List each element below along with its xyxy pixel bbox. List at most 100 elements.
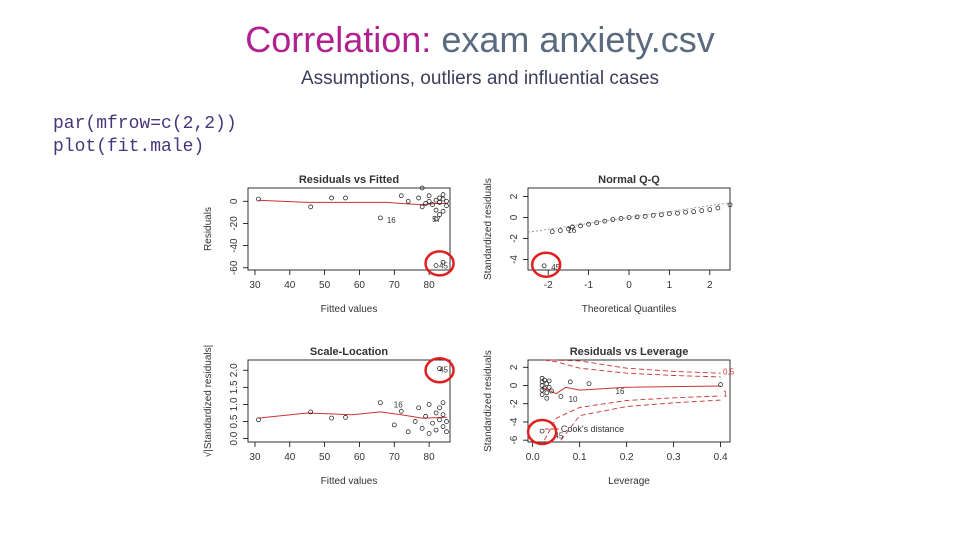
- data-point: [329, 415, 334, 421]
- data-point: [256, 196, 261, 202]
- diagnostic-plots: Residuals vs Fitted Fitted values Residual…: [202, 174, 735, 487]
- data-point: [586, 221, 591, 227]
- data-point: [691, 209, 696, 215]
- data-point: [549, 229, 555, 234]
- point-label: 45: [439, 366, 448, 375]
- qq-reference-line: [527, 202, 731, 233]
- data-point: [727, 202, 733, 208]
- data-point: [718, 382, 723, 387]
- x-tick-label: 30: [249, 452, 261, 463]
- y-tick-label: -2: [509, 399, 520, 408]
- cooks-distance-contour: [560, 399, 721, 441]
- plot-frame: [527, 359, 731, 443]
- data-point: [405, 198, 411, 204]
- x-tick-label: 50: [319, 280, 331, 291]
- data-point: [567, 379, 573, 385]
- cooks-distance-contour: [551, 359, 721, 374]
- code-line-2: plot(fit.male): [53, 137, 205, 157]
- plot-panel-4: Residuals vs Leverage Leverage Standardize…: [483, 346, 735, 487]
- data-point: [557, 228, 563, 233]
- data-point: [699, 208, 705, 213]
- data-point: [546, 378, 552, 384]
- x-axis-label: Fitted values: [321, 304, 378, 315]
- data-point: [541, 263, 547, 269]
- x-tick-label: -2: [544, 280, 553, 291]
- data-point: [377, 400, 383, 406]
- x-tick-label: 60: [354, 280, 366, 291]
- data-point: [539, 392, 545, 397]
- smoothed-trend-line: [258, 199, 447, 206]
- y-tick-label: -20: [229, 216, 240, 231]
- title-accent: Correlation:: [245, 19, 432, 60]
- data-point: [610, 217, 616, 222]
- data-point: [433, 207, 439, 213]
- data-point: [437, 212, 442, 217]
- smoothed-trend-line: [541, 385, 721, 395]
- data-point: [426, 431, 432, 436]
- data-point: [542, 377, 547, 383]
- x-tick-label: 0.3: [667, 452, 681, 463]
- data-point: [618, 216, 624, 221]
- data-point: [602, 218, 608, 224]
- plot-panel-2: Normal Q-Q Theoretical Quantiles Standardi…: [483, 174, 733, 315]
- data-point: [416, 195, 422, 201]
- slide-subtitle: Assumptions, outliers and influential ca…: [300, 68, 660, 89]
- outlier-highlight-circle: [424, 250, 455, 277]
- x-tick-label: 0.0: [526, 452, 540, 463]
- data-point: [444, 419, 449, 424]
- data-point: [594, 220, 600, 226]
- x-tick-label: 0.2: [620, 452, 634, 463]
- x-tick-label: 0.4: [714, 452, 728, 463]
- data-point: [412, 419, 418, 424]
- point-label: 16: [394, 400, 403, 409]
- data-point: [391, 422, 397, 428]
- y-tick-label: 0: [509, 382, 520, 388]
- point-label: 45: [439, 262, 448, 271]
- plot-frame: [247, 187, 451, 271]
- data-point: [343, 195, 348, 201]
- data-point: [586, 381, 592, 387]
- data-point: [626, 215, 632, 220]
- data-point: [715, 205, 721, 211]
- cooks-distance-contour: [544, 359, 721, 378]
- y-tick-label: 0: [229, 198, 240, 204]
- y-tick-label: 0.5: [229, 414, 240, 428]
- data-point: [539, 383, 545, 388]
- data-point: [440, 400, 446, 406]
- data-point: [430, 420, 435, 426]
- data-point: [398, 408, 404, 414]
- x-axis-label: Theoretical Quantiles: [582, 304, 677, 315]
- x-tick-label: 40: [284, 280, 296, 291]
- y-tick-label: 1.5: [229, 380, 240, 394]
- data-point: [433, 410, 439, 416]
- outlier-highlight-circle: [424, 357, 455, 384]
- plot-title: Residuals vs Fitted: [299, 174, 399, 186]
- data-point: [440, 259, 446, 265]
- data-point: [440, 192, 446, 197]
- data-point: [437, 405, 442, 411]
- data-point: [440, 196, 446, 202]
- x-tick-label: 50: [319, 452, 331, 463]
- data-point: [433, 216, 439, 222]
- slide-title: Correlation: exam anxiety.csv: [0, 16, 960, 64]
- x-tick-label: 80: [424, 280, 436, 291]
- y-tick-label: -4: [509, 255, 520, 264]
- data-point: [405, 429, 411, 435]
- data-point: [416, 405, 422, 411]
- y-tick-label: 0.0: [229, 431, 240, 445]
- point-label: 45: [554, 432, 563, 441]
- data-point: [634, 214, 640, 220]
- data-point: [542, 385, 547, 391]
- x-axis-label: Leverage: [608, 476, 650, 487]
- data-point: [430, 202, 435, 207]
- data-point: [433, 197, 439, 203]
- point-label: 16: [616, 387, 625, 396]
- data-point: [437, 366, 442, 371]
- data-point: [444, 429, 449, 435]
- x-tick-label: 80: [424, 452, 436, 463]
- x-tick-label: 0: [626, 280, 632, 291]
- data-point: [426, 193, 432, 199]
- data-point: [539, 428, 545, 434]
- data-point: [667, 211, 672, 217]
- data-point: [398, 193, 404, 199]
